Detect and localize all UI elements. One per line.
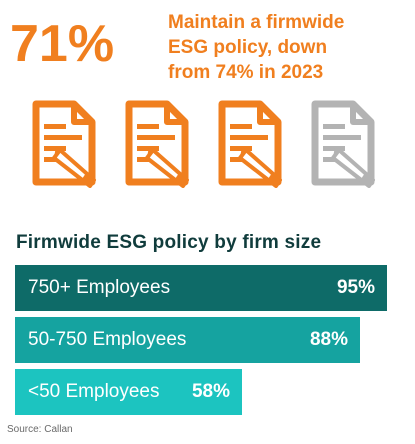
bar-value-label: 58%: [191, 381, 230, 402]
source-note: Source: Callan: [7, 424, 73, 435]
bar-category-label: <50 Employees: [28, 381, 160, 402]
highlight-percentage: 71%: [10, 15, 115, 73]
document-pencil-icon: [125, 100, 189, 188]
bar-category-label: 750+ Employees: [28, 277, 171, 298]
bar-value-label: 88%: [309, 329, 348, 350]
document-pencil-icon: [32, 100, 96, 188]
bar-value-label: 95%: [336, 277, 375, 298]
bar-3: <50 Employees 58%: [15, 369, 242, 415]
bar-2: 50-750 Employees 88%: [15, 317, 360, 363]
bar-chart: 750+ Employees 95% 50-750 Employees 88% <50 …: [15, 265, 407, 419]
highlight-text: Maintain a firmwide ESG policy, down fro…: [168, 12, 345, 83]
bar-category-label: 50-750 Employees: [28, 329, 187, 350]
document-pencil-icon: [218, 100, 282, 188]
document-pencil-icon: [311, 100, 375, 188]
bar-1: 750+ Employees 95%: [15, 265, 387, 311]
chart-title: Firmwide ESG policy by firm size: [16, 232, 322, 253]
document-icon-row: [0, 100, 415, 192]
